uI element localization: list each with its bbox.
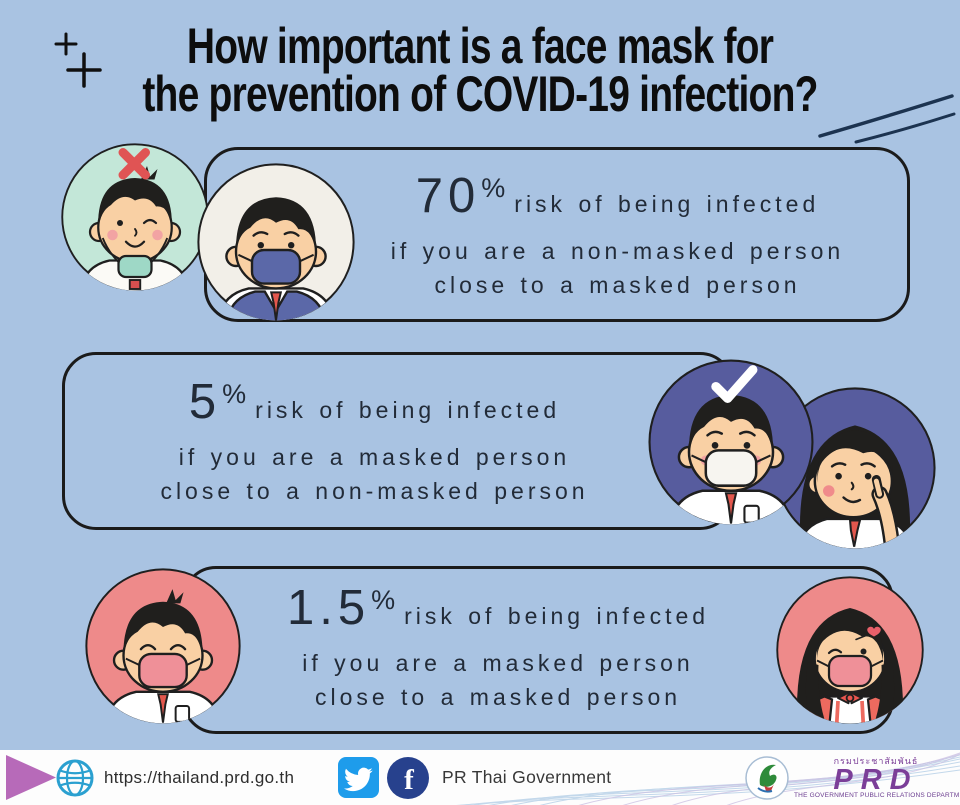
twitter-icon [338, 757, 379, 798]
stat-line-2: if you are a masked person [302, 650, 694, 676]
illustration-non-masked-girl [774, 387, 936, 549]
illustration-masked-boy-pink [85, 568, 241, 724]
stat-line-3: close to a masked person [434, 272, 801, 298]
prd-emblem-icon [745, 756, 789, 800]
stat-line-1: risk of being infected [514, 191, 820, 217]
stat-text-1: 70% risk of being infected if you are a n… [345, 170, 890, 302]
illustration-masked-girl-pink [776, 576, 924, 724]
prd-logo: กรมประชาสัมพันธ์ PRD THE GOVERNMENT PUBL… [744, 753, 960, 803]
play-triangle-icon [6, 755, 56, 800]
stat-line-2: if you are a non-masked person [390, 238, 845, 264]
check-mark-icon [711, 365, 758, 403]
stat-line-3: close to a masked person [314, 684, 682, 710]
stat-line-3: close to a non-masked person [160, 478, 589, 504]
stat-text-2: 5% risk of being infected if you are a ma… [92, 376, 657, 508]
illustration-masked-boy-white [648, 359, 814, 525]
stat-percent: % [481, 173, 506, 203]
prd-tagline: THE GOVERNMENT PUBLIC RELATIONS DEPARTME… [794, 791, 960, 799]
stat-percent: % [222, 379, 247, 409]
stat-value: 70 [415, 169, 481, 223]
page-title: How important is a face mask for the pre… [0, 18, 960, 122]
globe-icon [56, 759, 94, 797]
footer-bar: https://thailand.prd.go.th f PR Thai Gov… [0, 750, 960, 805]
underline-swoosh-icon [818, 94, 956, 144]
illustration-masked-boy-navy [197, 163, 355, 321]
sparkles-icon [54, 32, 102, 88]
title-line-1: How important is a face mask for [186, 18, 774, 74]
social-account-label: PR Thai Government [442, 767, 612, 787]
stat-line-2: if you are a masked person [178, 444, 571, 470]
x-mark-icon [118, 148, 150, 180]
svg-text:f: f [404, 764, 414, 796]
facebook-icon: f [387, 757, 429, 799]
stat-value: 1.5 [286, 581, 371, 635]
prd-thai-name: กรมประชาสัมพันธ์ [833, 756, 919, 766]
illustration-non-masked-boy [61, 143, 209, 291]
website-url: https://thailand.prd.go.th [104, 768, 295, 787]
stat-percent: % [371, 585, 396, 615]
stat-line-1: risk of being infected [404, 603, 710, 629]
stat-line-1: risk of being infected [255, 397, 561, 423]
stat-value: 5 [188, 375, 222, 429]
prd-acronym: PRD [833, 763, 919, 796]
stat-text-3: 1.5% risk of being infected if you are a … [228, 582, 768, 714]
title-line-2: the prevention of COVID-19 infection? [142, 66, 818, 122]
